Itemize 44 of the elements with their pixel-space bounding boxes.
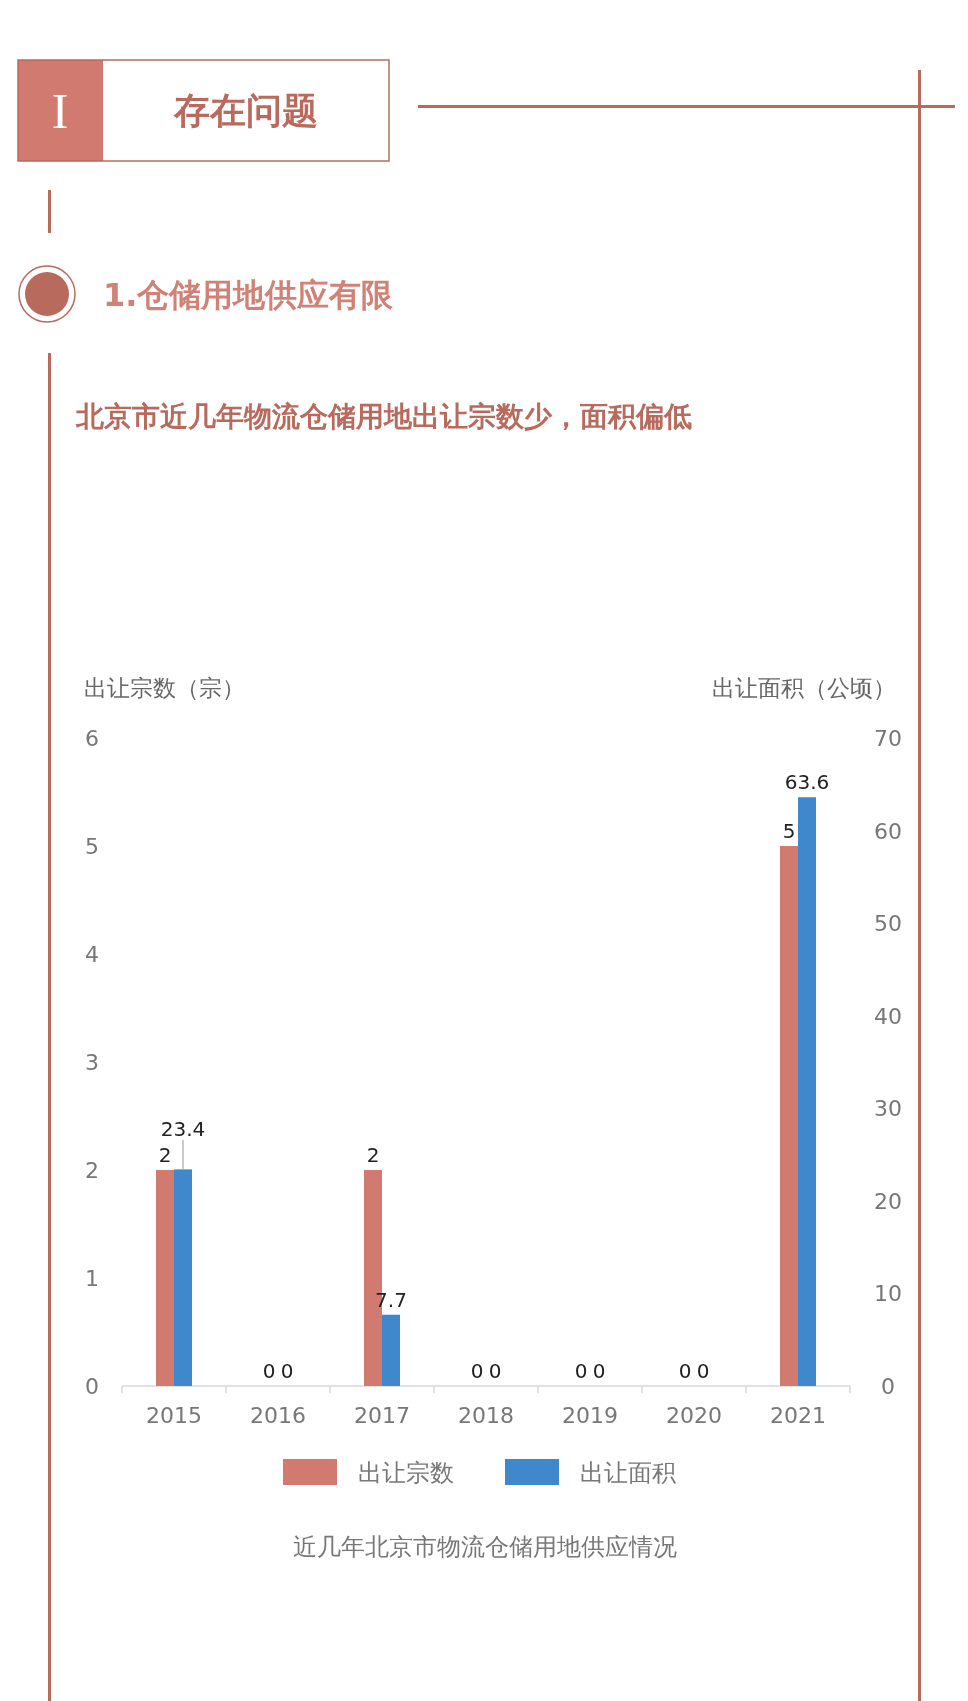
data-label: 0	[678, 1359, 692, 1383]
y2-tick-label: 30	[874, 1096, 902, 1122]
text: 近几年北京市物流仓储用地供应情况	[293, 1533, 677, 1561]
text: 存在问题	[173, 90, 318, 131]
y-tick-label: 6	[85, 726, 99, 751]
text: I	[51, 83, 69, 139]
x-tick-label: 2019	[562, 1403, 618, 1428]
y2-axis-title: 出让面积（公顷）	[712, 675, 896, 701]
y-axis-title: 出让宗数（宗）	[84, 675, 245, 701]
text: 1.仓储用地供应有限	[103, 276, 395, 314]
y2-tick-label: 70	[874, 726, 902, 751]
legend-label: 出让面积	[580, 1459, 676, 1487]
y-tick-label: 0	[85, 1374, 99, 1399]
data-label: 0	[696, 1359, 710, 1383]
data-label: 0	[592, 1359, 606, 1383]
legend-label: 出让宗数	[358, 1459, 454, 1487]
y2-tick-label: 20	[874, 1188, 902, 1214]
data-label: 0	[574, 1359, 588, 1383]
data-label: 23.4	[160, 1117, 206, 1141]
data-label: 0	[280, 1359, 294, 1383]
y-tick-label: 2	[85, 1158, 99, 1183]
data-label: 63.6	[784, 770, 830, 795]
x-tick-label: 2017	[354, 1403, 410, 1428]
x-tick-label: 2018	[458, 1403, 514, 1428]
data-label: 2	[158, 1143, 172, 1167]
y2-tick-label: 50	[874, 911, 902, 937]
x-tick-label: 2015	[146, 1403, 202, 1428]
y2-tick-label: 40	[874, 1003, 902, 1029]
data-label: 5	[782, 819, 796, 843]
y-tick-label: 5	[85, 834, 99, 859]
y-tick-label: 3	[85, 1050, 99, 1075]
data-label: 0	[262, 1359, 276, 1383]
data-label: 0	[470, 1359, 484, 1383]
y-tick-label: 4	[85, 942, 99, 967]
data-label: 2	[366, 1143, 380, 1167]
y2-tick-label: 0	[881, 1374, 895, 1399]
y2-tick-label: 10	[874, 1281, 902, 1307]
x-tick-label: 2020	[666, 1403, 722, 1428]
x-tick-label: 2016	[250, 1403, 306, 1428]
chart-title: 北京市近几年物流仓储用地出让宗数少，面积偏低	[75, 400, 692, 433]
data-label: 0	[488, 1359, 502, 1383]
y-tick-label: 1	[85, 1266, 99, 1291]
y2-tick-label: 60	[874, 818, 902, 844]
x-tick-label: 2021	[770, 1403, 826, 1428]
